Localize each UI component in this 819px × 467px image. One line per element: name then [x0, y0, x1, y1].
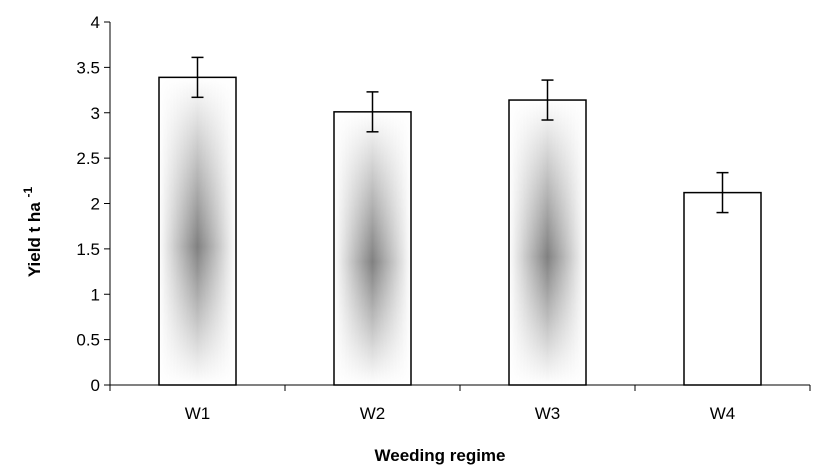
bar-group: [508, 79, 587, 386]
bar-shading: [334, 111, 411, 385]
bars: [158, 56, 762, 386]
bar-shading: [509, 100, 586, 386]
y-axis-title-main: Yield t ha: [25, 202, 44, 277]
y-tick-label: 1: [91, 285, 100, 304]
y-tick-label: 1.5: [76, 240, 100, 259]
y-axis-title-superscript: -1: [21, 186, 35, 197]
y-tick-label: 3: [91, 104, 100, 123]
x-tick-label: W1: [185, 404, 211, 423]
x-axis-title: Weeding regime: [375, 446, 506, 465]
bar-background: [684, 192, 761, 385]
bar-group: [683, 171, 762, 386]
y-tick-label: 3.5: [76, 58, 100, 77]
y-tick-label: 2: [91, 195, 100, 214]
x-tick-label: W2: [360, 404, 386, 423]
x-tick-label: W3: [535, 404, 561, 423]
y-tick-label: 0.5: [76, 331, 100, 350]
y-axis: 0 0.5 1 1.5 2 2.5 3 3.5 4: [76, 13, 111, 395]
y-axis-title: Yield t ha -1: [21, 186, 44, 277]
x-axis: W1 W2 W3 W4: [109, 384, 811, 423]
bar-group: [158, 56, 237, 386]
bar-group: [333, 91, 412, 386]
y-tick-label: 0: [91, 376, 100, 395]
y-tick-label: 4: [91, 13, 100, 32]
y-tick-label: 2.5: [76, 149, 100, 168]
bar-shading: [159, 77, 236, 386]
x-tick-label: W4: [710, 404, 736, 423]
